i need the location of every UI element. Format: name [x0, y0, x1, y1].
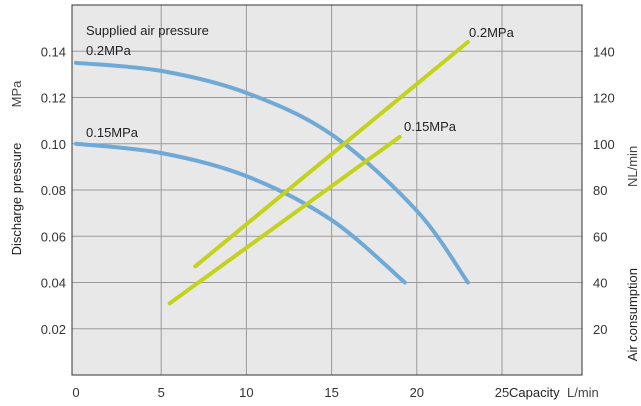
series-lines: [74, 40, 470, 306]
y-right-axis-unit: NL/min: [625, 146, 640, 187]
y-left-tick-label: 0.02: [41, 322, 66, 337]
discharge-pressure-line-0-2mpa: [74, 60, 470, 285]
y-left-tick-label: 0.12: [41, 91, 66, 106]
y-right-tick-label: 120: [593, 91, 615, 106]
y-left-tick-label: 0.10: [41, 137, 66, 152]
plot-frame: [71, 4, 583, 376]
y-right-tick-label: 140: [593, 44, 615, 59]
x-axis-label: Capacity: [509, 385, 560, 400]
x-tick-label: 10: [239, 385, 253, 400]
x-axis-unit: L/min: [567, 385, 599, 400]
y-left-axis-label: Discharge pressure: [9, 143, 24, 256]
y-left-tick-labels: 0.02 0.04 0.06 0.08 0.10 0.12 0.14: [41, 44, 66, 337]
y-right-tick-labels: 20 40 60 80 100 120 140: [593, 44, 615, 337]
y-right-tick-label: 60: [593, 229, 607, 244]
y-left-axis-unit: MPa: [9, 80, 24, 108]
grid: [72, 5, 582, 375]
legend-title: Supplied air pressure: [86, 23, 209, 38]
y-right-tick-label: 80: [593, 183, 607, 198]
x-tick-label: 20: [410, 385, 424, 400]
label-air-0-15mpa: 0.15MPa: [404, 119, 457, 134]
x-tick-label: 15: [324, 385, 338, 400]
discharge-pressure-line-0-15mpa: [74, 141, 407, 285]
y-left-tick-label: 0.06: [41, 229, 66, 244]
label-discharge-0-2mpa: 0.2MPa: [86, 43, 132, 58]
y-left-tick-label: 0.04: [41, 276, 66, 291]
y-right-axis-label: Air consumption: [625, 268, 640, 361]
y-left-tick-label: 0.08: [41, 183, 66, 198]
label-air-0-2mpa: 0.2MPa: [469, 25, 515, 40]
x-tick-labels: 0 5 10 15 20 25: [72, 385, 509, 400]
y-right-tick-label: 100: [593, 137, 615, 152]
y-left-tick-label: 0.14: [41, 44, 66, 59]
y-right-tick-label: 40: [593, 276, 607, 291]
air-consumption-line-0-2mpa: [193, 40, 470, 269]
x-tick-label: 25: [495, 385, 509, 400]
x-tick-label: 0: [72, 385, 79, 400]
label-discharge-0-15mpa: 0.15MPa: [86, 125, 139, 140]
y-right-tick-label: 20: [593, 322, 607, 337]
air-consumption-line-0-15mpa: [167, 134, 402, 306]
x-tick-label: 5: [158, 385, 165, 400]
